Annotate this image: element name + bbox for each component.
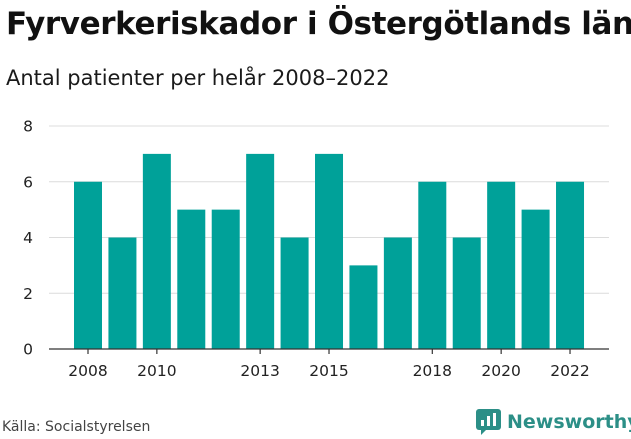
bar-2020 (487, 181, 516, 349)
x-tick-label: 2022 (550, 362, 589, 380)
x-tick-label: 2013 (240, 362, 279, 380)
x-tick-label: 2015 (309, 362, 348, 380)
bar-2008 (74, 181, 102, 349)
y-tick-label: 0 (23, 341, 33, 359)
bar-2012 (211, 209, 240, 350)
bar-chart: 0 2 4 6 8 2008 2010 2013 2015 2018 2020 2022 (23, 118, 609, 380)
bar-2021 (521, 209, 550, 350)
y-tick-label: 6 (23, 173, 33, 191)
bar-2018 (418, 181, 447, 349)
x-tick-label: 2008 (68, 362, 107, 380)
source-note: Källa: Socialstyrelsen (2, 419, 151, 435)
y-tick-label: 8 (23, 118, 33, 136)
bar-2013 (246, 153, 275, 350)
brand-name: Newsworthy (507, 411, 631, 433)
chart-title: Fyrverkeriskador i Östergötlands län (6, 6, 631, 42)
axes: 0 2 4 6 8 2008 2010 2013 2015 2018 2020 2022 (23, 118, 609, 380)
x-tick-label: 2020 (481, 362, 520, 380)
newsworthy-brand[interactable]: Newsworthy (476, 409, 631, 435)
y-tick-label: 4 (23, 229, 33, 247)
bar-2022 (556, 181, 585, 349)
bar-2014 (280, 237, 309, 349)
x-tick-label: 2010 (137, 362, 176, 380)
bar-2009 (108, 237, 137, 349)
chart-subtitle: Antal patienter per helår 2008–2022 (6, 66, 390, 90)
bars (74, 153, 585, 350)
bar-2017 (383, 237, 412, 349)
bar-2019 (452, 237, 481, 349)
newsworthy-logo-icon (476, 409, 501, 435)
y-tick-label: 2 (23, 285, 33, 303)
bar-2011 (177, 209, 206, 350)
bar-2010 (142, 153, 171, 350)
x-tick-label: 2018 (413, 362, 452, 380)
bar-2016 (349, 265, 378, 350)
bar-2015 (315, 153, 344, 350)
